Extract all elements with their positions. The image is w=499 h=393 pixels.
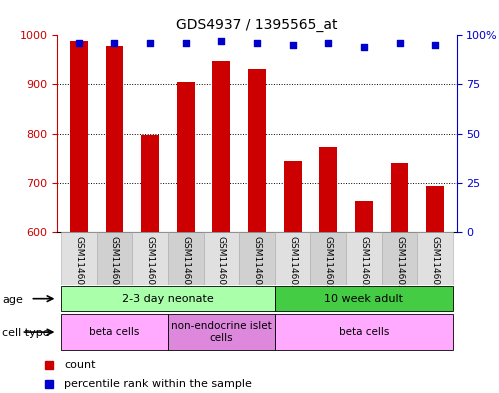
- Bar: [319, 147, 337, 232]
- Bar: [97, 232, 132, 285]
- Bar: [310, 232, 346, 285]
- Text: GSM1146034: GSM1146034: [181, 236, 190, 297]
- Bar: [61, 286, 275, 311]
- Text: beta cells: beta cells: [339, 327, 389, 337]
- Bar: [141, 135, 159, 232]
- Text: GSM1146036: GSM1146036: [252, 236, 261, 297]
- Text: GSM1146035: GSM1146035: [217, 236, 226, 297]
- Text: GSM1146033: GSM1146033: [146, 236, 155, 297]
- Text: percentile rank within the sample: percentile rank within the sample: [64, 379, 252, 389]
- Text: GSM1146026: GSM1146026: [288, 236, 297, 297]
- Bar: [204, 232, 239, 285]
- Bar: [168, 314, 275, 350]
- Bar: [168, 232, 204, 285]
- Point: [360, 44, 368, 50]
- Point: [253, 40, 261, 46]
- Point: [396, 40, 404, 46]
- Text: 10 week adult: 10 week adult: [324, 294, 403, 304]
- Point: [110, 40, 118, 46]
- Bar: [346, 232, 382, 285]
- Text: 2-3 day neonate: 2-3 day neonate: [122, 294, 214, 304]
- Point: [75, 40, 83, 46]
- Text: age: age: [2, 295, 23, 305]
- Bar: [177, 82, 195, 232]
- Point: [182, 40, 190, 46]
- Bar: [426, 186, 444, 232]
- Bar: [391, 163, 409, 232]
- Text: GSM1146032: GSM1146032: [110, 236, 119, 297]
- Bar: [61, 232, 97, 285]
- Text: beta cells: beta cells: [89, 327, 140, 337]
- Bar: [61, 314, 168, 350]
- Text: GSM1146028: GSM1146028: [359, 236, 368, 297]
- Point: [218, 38, 226, 44]
- Text: cell type: cell type: [2, 328, 50, 338]
- Bar: [70, 41, 88, 232]
- Bar: [382, 232, 417, 285]
- Point: [288, 42, 296, 48]
- Bar: [248, 69, 266, 232]
- Point: [431, 42, 439, 48]
- Bar: [105, 46, 123, 232]
- Text: non-endocrine islet
cells: non-endocrine islet cells: [171, 321, 272, 343]
- Bar: [239, 232, 275, 285]
- Text: GSM1146029: GSM1146029: [395, 236, 404, 297]
- Bar: [355, 201, 373, 232]
- Bar: [417, 232, 453, 285]
- Point: [146, 40, 154, 46]
- Bar: [132, 232, 168, 285]
- Bar: [213, 61, 230, 232]
- Bar: [275, 232, 310, 285]
- Bar: [284, 161, 301, 232]
- Text: GSM1146030: GSM1146030: [431, 236, 440, 297]
- Text: GSM1146027: GSM1146027: [324, 236, 333, 297]
- Title: GDS4937 / 1395565_at: GDS4937 / 1395565_at: [176, 18, 338, 31]
- Text: count: count: [64, 360, 96, 370]
- Point: [324, 40, 332, 46]
- Bar: [275, 286, 453, 311]
- Text: GSM1146031: GSM1146031: [74, 236, 83, 297]
- Bar: [275, 314, 453, 350]
